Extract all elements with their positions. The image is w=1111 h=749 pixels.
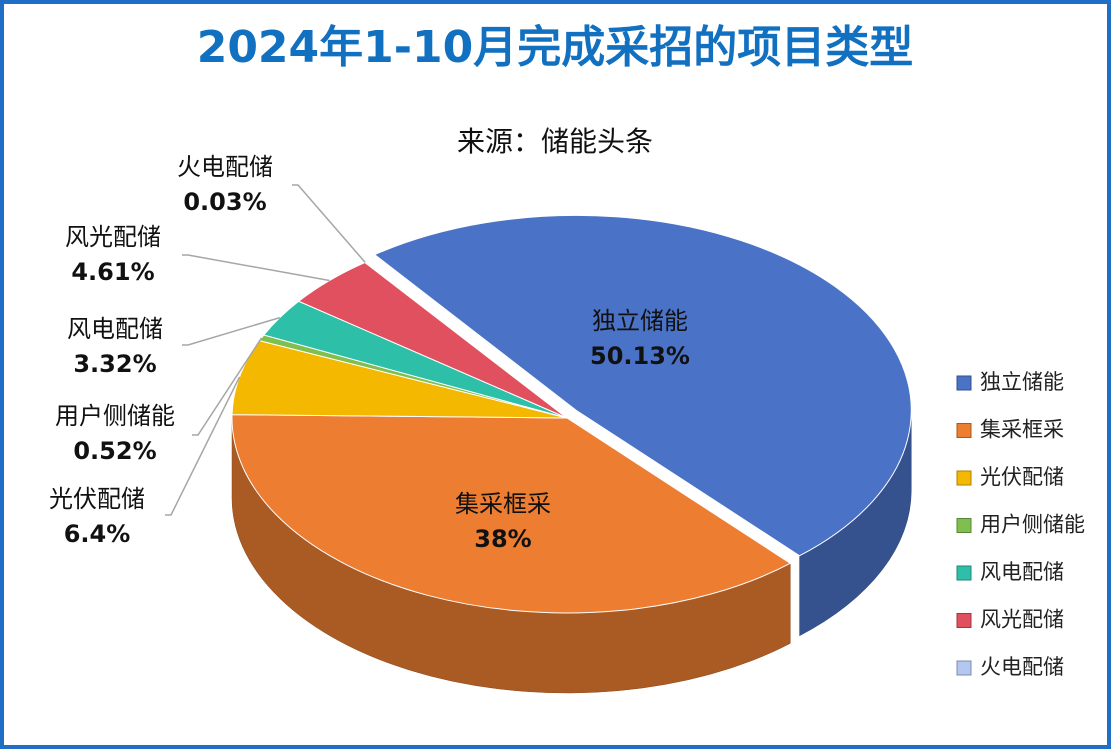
data-label-value: 3.32% bbox=[73, 350, 156, 378]
data-label-value: 0.03% bbox=[183, 188, 266, 216]
data-label-name: 风光配储 bbox=[65, 223, 161, 251]
slice bbox=[373, 214, 912, 557]
leader-line bbox=[292, 184, 366, 263]
legend-swatch bbox=[956, 613, 972, 628]
data-label-value: 4.61% bbox=[71, 258, 154, 286]
legend-label: 火电配储 bbox=[980, 655, 1064, 679]
data-label-name: 独立储能 bbox=[592, 307, 688, 335]
leader-line bbox=[192, 337, 263, 436]
data-label-value: 38% bbox=[474, 525, 531, 553]
data-label-value: 0.52% bbox=[73, 437, 156, 465]
slice bbox=[231, 414, 792, 614]
data-label-name: 用户侧储能 bbox=[55, 402, 175, 430]
legend-swatch bbox=[956, 423, 972, 438]
legend-label: 集采框采 bbox=[980, 418, 1064, 442]
legend-label: 独立储能 bbox=[980, 370, 1064, 394]
leader-line bbox=[165, 376, 241, 516]
data-label-value: 50.13% bbox=[590, 342, 690, 370]
data-label-name: 风电配储 bbox=[67, 315, 163, 343]
legend-swatch bbox=[956, 660, 972, 676]
legend-swatch bbox=[956, 565, 972, 581]
legend-label: 风电配储 bbox=[980, 560, 1064, 584]
legend-swatch bbox=[956, 470, 972, 486]
data-label-name: 火电配储 bbox=[177, 153, 273, 181]
chart-subtitle: 来源：储能头条 bbox=[457, 125, 653, 158]
chart-title: 2024年1-10月完成采招的项目类型 bbox=[197, 22, 914, 73]
data-label-name: 光伏配储 bbox=[49, 485, 145, 513]
data-label-name: 集采框采 bbox=[455, 490, 551, 518]
leader-line bbox=[182, 316, 281, 346]
leader-line bbox=[182, 254, 330, 282]
legend-label: 用户侧储能 bbox=[980, 513, 1085, 537]
legend-label: 光伏配储 bbox=[980, 465, 1064, 489]
legend-swatch bbox=[956, 375, 972, 391]
data-label-value: 6.4% bbox=[64, 520, 131, 548]
legend-swatch bbox=[956, 518, 972, 533]
legend-label: 风光配储 bbox=[980, 608, 1064, 632]
